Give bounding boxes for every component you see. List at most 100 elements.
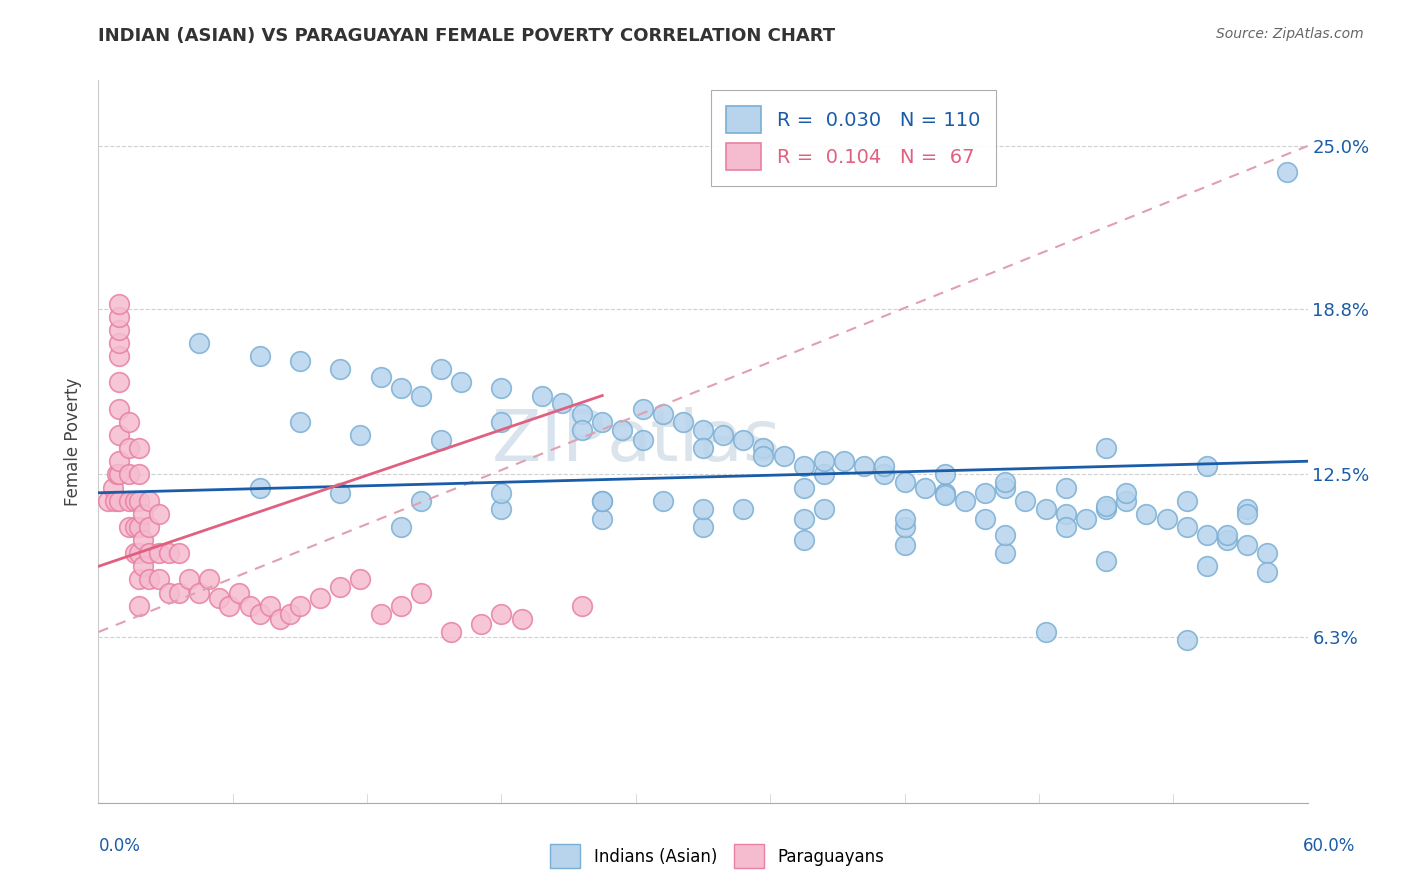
Point	[198, 573, 221, 587]
Point	[491, 501, 513, 516]
Point	[733, 434, 755, 448]
Point	[107, 493, 129, 508]
Text: Source: ZipAtlas.com: Source: ZipAtlas.com	[1216, 27, 1364, 41]
Point	[124, 493, 146, 508]
Point	[228, 585, 250, 599]
Point	[103, 493, 125, 508]
Point	[491, 607, 513, 621]
Point	[128, 599, 150, 613]
Point	[1054, 520, 1077, 534]
Point	[994, 475, 1017, 490]
Point	[118, 441, 141, 455]
Point	[132, 533, 155, 547]
Point	[269, 612, 291, 626]
Point	[491, 381, 513, 395]
Point	[571, 599, 593, 613]
Point	[1095, 554, 1118, 568]
Point	[249, 607, 271, 621]
Point	[450, 376, 472, 390]
Point	[329, 485, 352, 500]
Point	[430, 362, 453, 376]
Point	[893, 538, 915, 552]
Point	[389, 599, 412, 613]
Point	[105, 467, 128, 482]
Point	[1095, 501, 1118, 516]
Point	[118, 467, 141, 482]
Point	[1195, 459, 1218, 474]
Point	[132, 559, 155, 574]
Point	[530, 388, 553, 402]
Point	[832, 454, 855, 468]
Text: 60.0%: 60.0%	[1302, 837, 1355, 855]
Point	[934, 467, 956, 482]
Y-axis label: Female Poverty: Female Poverty	[65, 377, 83, 506]
Point	[711, 428, 734, 442]
Point	[148, 546, 170, 560]
Point	[278, 607, 301, 621]
Point	[813, 501, 835, 516]
Point	[591, 493, 613, 508]
Point	[1095, 441, 1118, 455]
Point	[491, 485, 513, 500]
Text: ZIP: ZIP	[492, 407, 606, 476]
Point	[1216, 533, 1239, 547]
Point	[692, 441, 714, 455]
Point	[389, 520, 412, 534]
Point	[1035, 501, 1057, 516]
Point	[733, 501, 755, 516]
Point	[651, 407, 673, 421]
Point	[1035, 625, 1057, 640]
Point	[1236, 538, 1258, 552]
Point	[1195, 559, 1218, 574]
Point	[409, 493, 432, 508]
Point	[974, 485, 997, 500]
Point	[571, 407, 593, 421]
Legend: Indians (Asian), Paraguayans: Indians (Asian), Paraguayans	[544, 838, 890, 875]
Legend: R =  0.030   N = 110, R =  0.104   N =  67: R = 0.030 N = 110, R = 0.104 N = 67	[710, 90, 995, 186]
Point	[118, 415, 141, 429]
Point	[430, 434, 453, 448]
Point	[893, 512, 915, 526]
Point	[389, 381, 412, 395]
Point	[793, 481, 815, 495]
Text: INDIAN (ASIAN) VS PARAGUAYAN FEMALE POVERTY CORRELATION CHART: INDIAN (ASIAN) VS PARAGUAYAN FEMALE POVE…	[98, 27, 835, 45]
Point	[124, 546, 146, 560]
Text: atlas: atlas	[606, 407, 780, 476]
Point	[157, 585, 180, 599]
Point	[853, 459, 876, 474]
Point	[1054, 481, 1077, 495]
Point	[752, 441, 775, 455]
Point	[631, 434, 654, 448]
Point	[752, 449, 775, 463]
Point	[1216, 528, 1239, 542]
Point	[179, 573, 201, 587]
Point	[793, 512, 815, 526]
Point	[1195, 528, 1218, 542]
Point	[97, 493, 120, 508]
Point	[128, 520, 150, 534]
Point	[612, 423, 634, 437]
Point	[1115, 493, 1137, 508]
Point	[893, 475, 915, 490]
Point	[591, 512, 613, 526]
Point	[132, 507, 155, 521]
Point	[772, 449, 794, 463]
Point	[128, 493, 150, 508]
Point	[631, 401, 654, 416]
Point	[138, 493, 160, 508]
Point	[692, 501, 714, 516]
Point	[259, 599, 281, 613]
Point	[107, 428, 129, 442]
Point	[107, 467, 129, 482]
Point	[994, 481, 1017, 495]
Point	[893, 520, 915, 534]
Point	[994, 546, 1017, 560]
Point	[107, 336, 129, 351]
Point	[1277, 165, 1299, 179]
Point	[470, 617, 492, 632]
Point	[873, 467, 896, 482]
Point	[370, 370, 392, 384]
Point	[934, 488, 956, 502]
Point	[1175, 632, 1198, 647]
Point	[188, 585, 211, 599]
